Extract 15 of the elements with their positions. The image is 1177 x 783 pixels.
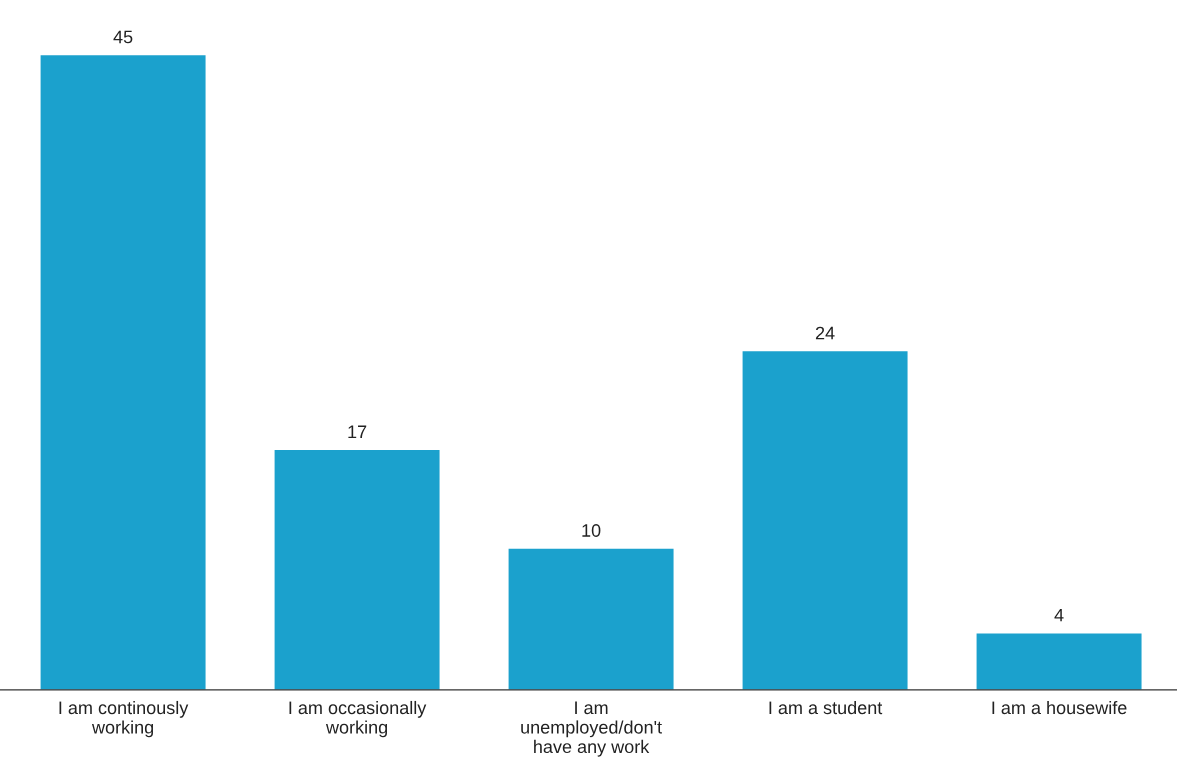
- data-label: 4: [1054, 608, 1064, 622]
- bar: [40, 55, 206, 690]
- data-label: 10: [582, 524, 601, 537]
- x-tick-label: I am a student: [769, 700, 883, 715]
- bar: [274, 450, 440, 690]
- bar: [742, 351, 908, 690]
- x-tick-label: I am continously working: [59, 700, 189, 738]
- bar: [508, 548, 674, 690]
- data-label: 17: [348, 425, 367, 438]
- bar: [976, 633, 1142, 690]
- data-label: 24: [815, 326, 835, 340]
- x-tick-label: I am occasionally working: [289, 700, 427, 738]
- x-tick-label: I am unemployed/don't have any work: [521, 701, 662, 757]
- data-label: 45: [113, 30, 133, 44]
- x-tick-label: I am a housewife: [992, 700, 1127, 715]
